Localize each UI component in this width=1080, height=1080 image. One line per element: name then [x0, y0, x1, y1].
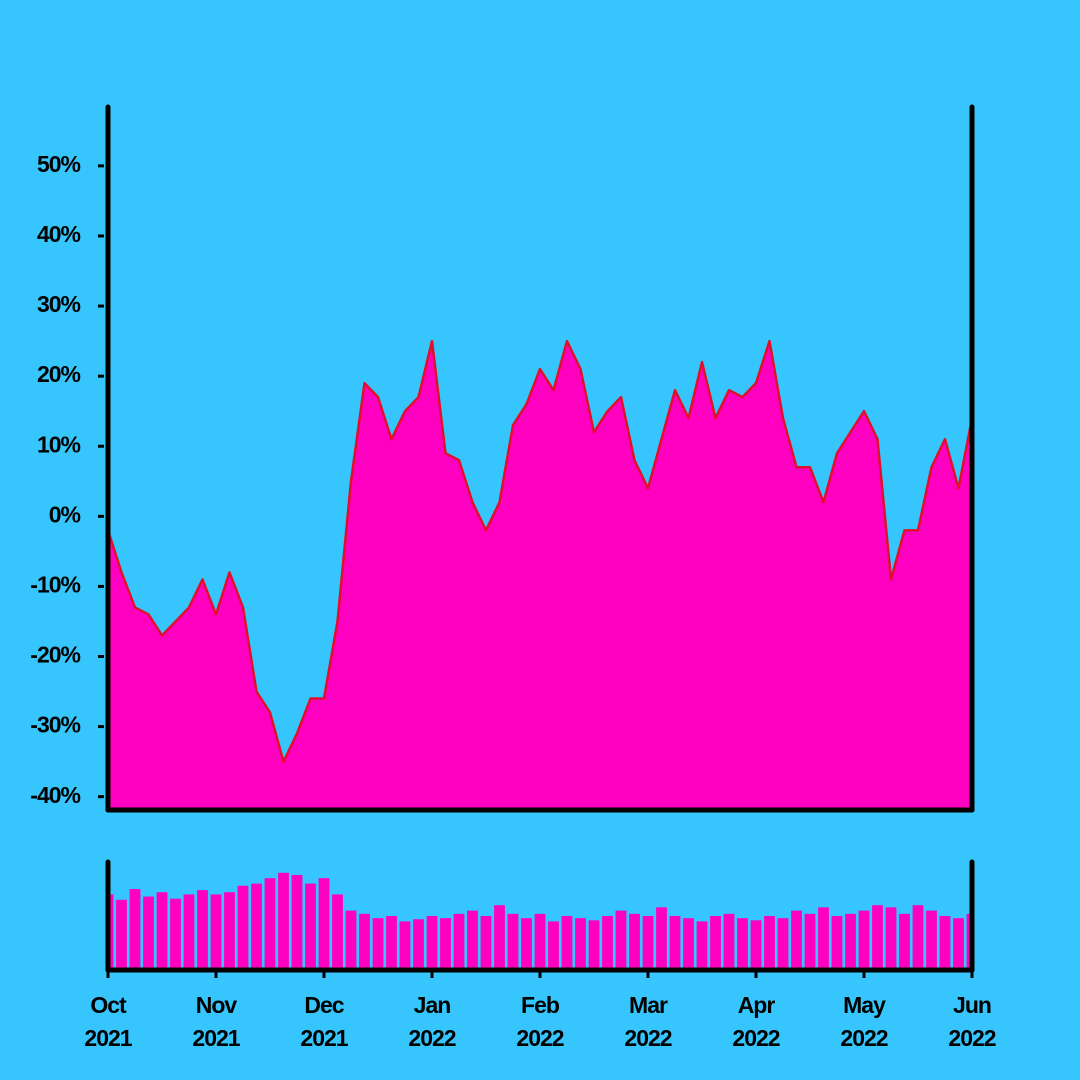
volume-bar: [251, 883, 262, 970]
volume-bar: [831, 916, 843, 970]
x-tick-label: Feb 2022: [516, 992, 563, 1051]
x-tick-label: Dec 2021: [300, 992, 348, 1051]
volume-bar: [845, 913, 856, 970]
volume-bar: [953, 918, 964, 970]
y-tick-label: 40%: [37, 221, 81, 247]
volume-bar: [237, 885, 249, 970]
volume-bar: [588, 920, 600, 970]
volume-bar: [278, 872, 289, 970]
volume-bar: [966, 913, 972, 970]
volume-bar: [885, 907, 897, 970]
line: [106, 339, 974, 763]
volume-bar: [818, 907, 829, 970]
volume-bar: [534, 913, 546, 970]
volume-bar: [899, 913, 910, 970]
volume-bar: [332, 894, 343, 970]
volume-bar: [305, 883, 316, 970]
volume-bar: [143, 896, 154, 970]
volume-bar: [345, 910, 357, 970]
volume-bar: [116, 899, 127, 970]
volume-bar: [359, 913, 370, 970]
volume-bar: [440, 918, 451, 970]
volume-bar: [170, 898, 181, 970]
y-tick-label: -40%: [30, 782, 80, 808]
volume-bar: [575, 918, 586, 970]
volume-bar: [318, 878, 330, 970]
volume-bar: [197, 890, 208, 970]
volume-bar: [912, 905, 924, 970]
volume-bar: [696, 921, 708, 970]
volume-bar: [926, 910, 937, 970]
x-tick-label: Mar 2022: [624, 992, 671, 1051]
volume-bar: [480, 916, 492, 970]
x-tick-label: Nov 2021: [192, 992, 240, 1051]
volume-bar: [858, 910, 870, 970]
volume-bar: [399, 921, 411, 970]
y-tick-label: 50%: [37, 151, 81, 177]
volume-bar: [548, 921, 559, 970]
volume-bar: [777, 918, 789, 970]
y-tick-label: -30%: [30, 712, 80, 738]
volume-bar: [764, 916, 775, 970]
x-tick-label: Jun 2022: [948, 992, 995, 1051]
volume-bar: [291, 874, 303, 970]
y-tick-label: 30%: [37, 291, 81, 317]
x-tick-label: Apr 2022: [732, 992, 779, 1051]
y-tick-label: 20%: [37, 361, 81, 387]
volume-bar: [426, 916, 438, 970]
volume-bar: [791, 910, 802, 970]
volume-bar: [372, 918, 384, 970]
volume-bar: [939, 916, 951, 970]
volume-bar: [561, 916, 573, 970]
volume-bar: [737, 918, 748, 970]
volume-bar: [683, 918, 694, 970]
area: [108, 341, 972, 810]
volume-bar: [669, 916, 681, 970]
volume-bar: [129, 889, 141, 970]
volume-bar: [224, 892, 235, 970]
x-tick-label: May 2022: [840, 992, 887, 1051]
volume-bar: [264, 878, 276, 970]
y-tick-label: -10%: [30, 571, 80, 597]
y-tick-label: -20%: [30, 642, 80, 668]
volume-bar: [656, 907, 667, 970]
volume-bar: [710, 916, 721, 970]
volume-bar: [507, 913, 519, 970]
volume-bar: [521, 918, 532, 970]
volume-bar: [494, 905, 505, 970]
volume-bar: [750, 920, 762, 970]
y-tick-label: 10%: [37, 431, 81, 457]
x-tick-label: Jan 2022: [408, 992, 455, 1051]
volume-bar: [453, 913, 465, 970]
volume-bar: [386, 916, 397, 970]
x-tick-label: Oct 2021: [84, 992, 132, 1051]
volume-bar: [602, 916, 613, 970]
volume-bar: [872, 905, 883, 970]
volume-bar: [615, 910, 627, 970]
volume-bar: [467, 910, 478, 970]
volume-bar: [183, 894, 195, 970]
y-tick-label: 0%: [49, 501, 81, 527]
volume-bar: [723, 913, 735, 970]
volume-bar: [210, 894, 222, 970]
volume-bar: [804, 913, 816, 970]
volume-bar: [108, 894, 114, 970]
volume-bar: [642, 916, 654, 970]
volume-bar: [156, 892, 168, 970]
volume-bar: [629, 913, 640, 970]
volume-bar: [413, 919, 424, 970]
